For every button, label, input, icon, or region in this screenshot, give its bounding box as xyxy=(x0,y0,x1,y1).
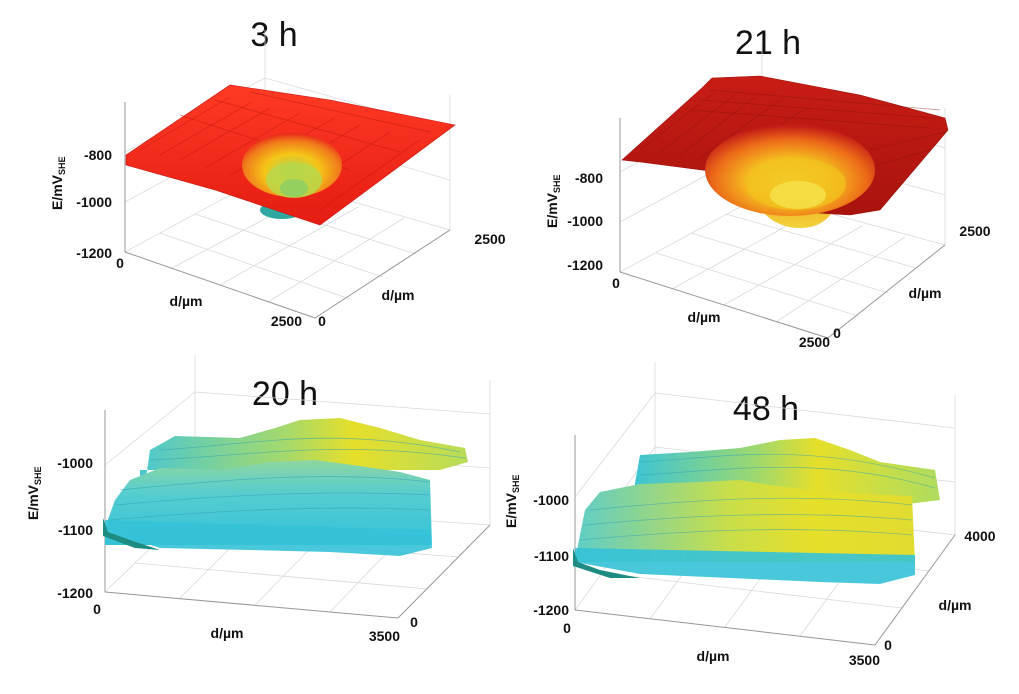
panel-21h: 21 h xyxy=(544,24,991,350)
surface xyxy=(573,438,940,584)
tick-label: 2500 xyxy=(474,231,505,247)
z-axis-label-sub: SHE xyxy=(33,466,43,485)
axes xyxy=(104,410,491,619)
tick-label: 4000 xyxy=(964,528,995,544)
z-ticks: -800 -1000 -1200 xyxy=(567,170,603,273)
ridge-front xyxy=(575,480,915,562)
surface-edge xyxy=(103,518,160,550)
z-axis-label: E/mVSHE xyxy=(25,466,43,520)
y-axis-label: d/µm xyxy=(382,287,415,303)
pit-core xyxy=(280,179,308,197)
surface-texture xyxy=(109,437,466,521)
tick-label: 0 xyxy=(93,601,101,617)
tick-label: 0 xyxy=(884,637,892,653)
z-ticks: -1000 -1100 -1200 xyxy=(57,455,93,601)
tick-label: 3500 xyxy=(369,628,400,644)
tick-label: -1100 xyxy=(534,548,569,564)
tick-label: -1200 xyxy=(533,602,569,618)
tick-label: 0 xyxy=(116,255,124,271)
tick-label: 2500 xyxy=(271,313,302,329)
tick-label: -1200 xyxy=(76,245,112,261)
z-axis-label: E/mVSHE xyxy=(49,156,67,210)
x-axis-label: d/µm xyxy=(697,648,730,664)
tick-label: -1200 xyxy=(567,257,603,273)
tick-label: -1200 xyxy=(57,585,93,601)
z-axis-label-sub: SHE xyxy=(552,174,562,193)
tick-label: 0 xyxy=(410,614,418,630)
panel-3h: 3 h xyxy=(49,16,506,329)
surface-edge xyxy=(573,548,640,578)
y-axis-label: d/µm xyxy=(939,597,972,613)
tick-label: 2500 xyxy=(799,334,830,350)
z-axis-label-main: E/mV xyxy=(49,174,65,210)
surface-texture xyxy=(579,453,936,541)
panel-title: 3 h xyxy=(250,16,297,54)
z-axis-label-sub: SHE xyxy=(511,474,521,493)
z-axis-label-main: E/mV xyxy=(25,484,41,520)
x-axis-label: d/µm xyxy=(211,625,244,641)
panel-48h: 48 h -1000 xyxy=(503,362,996,668)
tick-label: -1000 xyxy=(567,213,603,229)
tick-label: 0 xyxy=(612,275,620,291)
axes xyxy=(574,435,956,646)
panel-title: 48 h xyxy=(733,390,799,428)
x-axis-label: d/µm xyxy=(170,293,203,309)
z-axis-label-sub: SHE xyxy=(57,156,67,175)
tick-label: -1000 xyxy=(533,492,569,508)
tick-label: -1100 xyxy=(58,522,93,538)
axes xyxy=(619,118,946,339)
pit-core xyxy=(770,181,826,209)
z-axis-label: E/mVSHE xyxy=(544,174,562,228)
tick-label: 0 xyxy=(563,620,571,636)
tick-label: -800 xyxy=(575,170,603,186)
y-axis-label: d/µm xyxy=(909,285,942,301)
panel-20h: 20 h -1000 xyxy=(25,355,491,644)
tick-label: -1000 xyxy=(57,455,93,471)
tick-label: -800 xyxy=(84,147,112,163)
surface xyxy=(621,75,949,228)
z-axis-label-main: E/mV xyxy=(544,192,560,228)
panel-title: 20 h xyxy=(252,375,318,413)
x-axis-label: d/µm xyxy=(688,309,721,325)
axes xyxy=(124,102,451,319)
z-axis-label-main: E/mV xyxy=(503,492,519,528)
surface-base xyxy=(105,520,432,556)
tick-label: 3500 xyxy=(849,652,880,668)
surface-base xyxy=(575,548,915,584)
tick-label: -1000 xyxy=(76,194,112,210)
surface xyxy=(125,84,456,226)
tick-label: 0 xyxy=(318,313,326,329)
z-ticks: -1000 -1100 -1200 xyxy=(533,492,569,618)
z-ticks: -800 -1000 -1200 xyxy=(76,147,112,261)
panel-title: 21 h xyxy=(735,24,801,62)
surface xyxy=(103,418,468,556)
z-axis-label: E/mVSHE xyxy=(503,474,521,528)
tick-label: 0 xyxy=(833,325,841,341)
tick-label: 2500 xyxy=(959,223,990,239)
